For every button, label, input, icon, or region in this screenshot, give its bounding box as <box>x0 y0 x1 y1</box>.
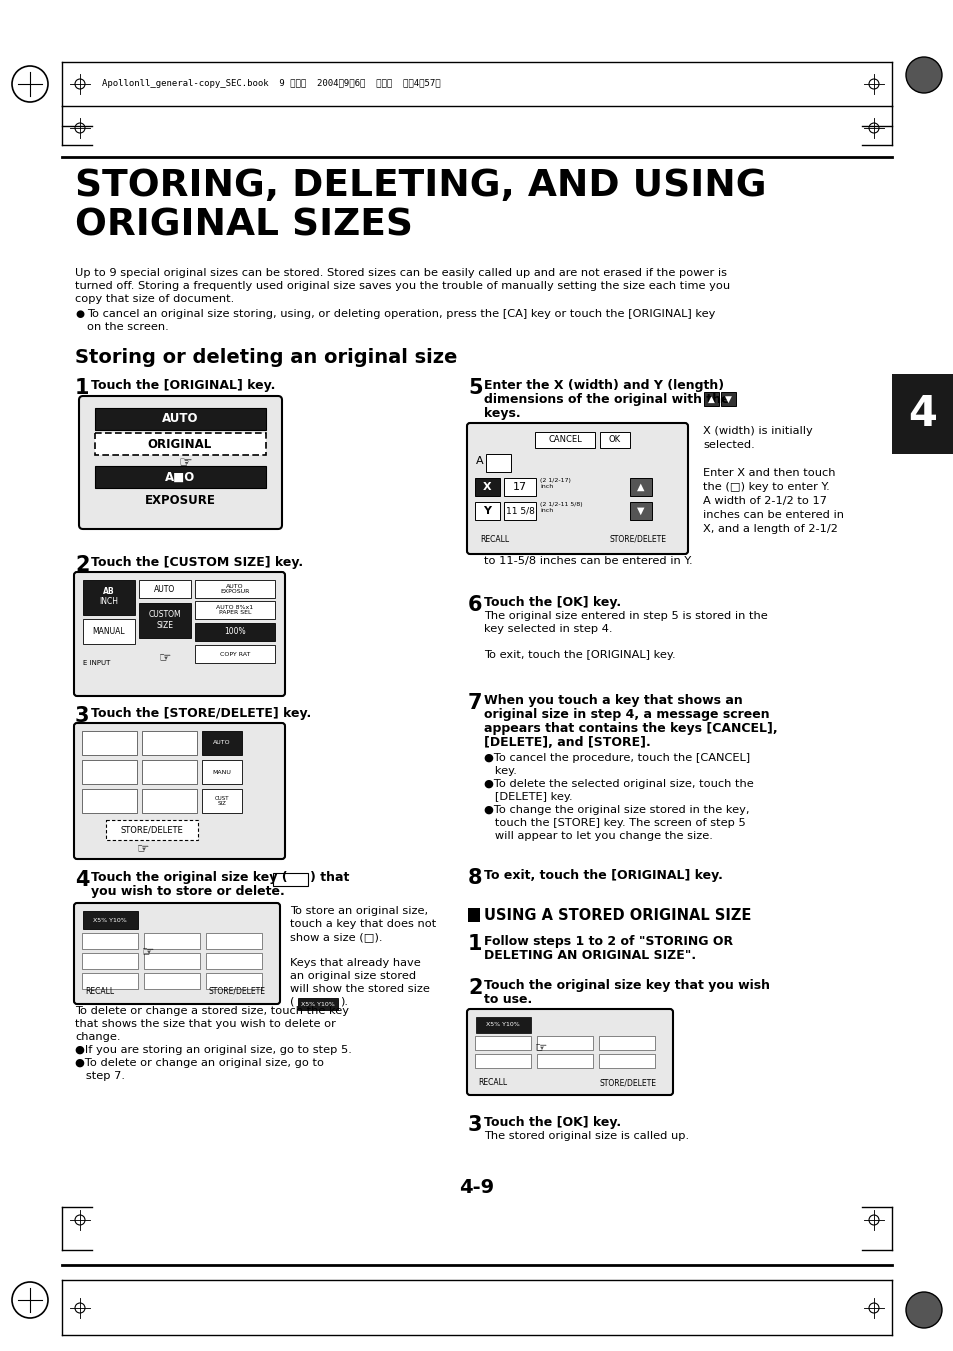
Text: 2: 2 <box>468 978 482 998</box>
Text: AB: AB <box>103 588 114 597</box>
Text: inches can be entered in: inches can be entered in <box>702 509 843 520</box>
Text: ●To cancel the procedure, touch the [CANCEL]: ●To cancel the procedure, touch the [CAN… <box>483 753 749 763</box>
Bar <box>144 952 200 969</box>
Text: keys.: keys. <box>483 407 520 420</box>
Bar <box>206 973 262 989</box>
Text: Touch the [OK] key.: Touch the [OK] key. <box>483 1116 620 1129</box>
Text: 1: 1 <box>75 378 90 399</box>
Text: OK: OK <box>608 435 620 444</box>
Text: The original size entered in step 5 is stored in the: The original size entered in step 5 is s… <box>483 611 767 621</box>
Bar <box>629 478 651 496</box>
Text: to 11-5/8 inches can be entered in Y.: to 11-5/8 inches can be entered in Y. <box>483 557 692 566</box>
Text: ORIGINAL SIZES: ORIGINAL SIZES <box>75 208 413 245</box>
Text: copy that size of document.: copy that size of document. <box>75 295 234 304</box>
Bar <box>139 580 191 598</box>
Bar <box>503 478 536 496</box>
Text: To cancel an original size storing, using, or deleting operation, press the [CA]: To cancel an original size storing, usin… <box>87 309 715 319</box>
Text: Touch the [ORIGINAL] key.: Touch the [ORIGINAL] key. <box>91 380 275 392</box>
Text: AUTO: AUTO <box>154 585 175 593</box>
Text: X5% Y10%: X5% Y10% <box>301 1001 335 1006</box>
FancyBboxPatch shape <box>95 434 266 455</box>
Bar <box>95 466 266 488</box>
Bar <box>475 478 499 496</box>
Text: Follow steps 1 to 2 of "STORING OR: Follow steps 1 to 2 of "STORING OR <box>483 935 732 948</box>
Text: (: ( <box>290 997 294 1006</box>
Text: turned off. Storing a frequently used original size saves you the trouble of man: turned off. Storing a frequently used or… <box>75 281 729 290</box>
Text: The stored original size is called up.: The stored original size is called up. <box>483 1131 688 1142</box>
Bar <box>599 432 629 449</box>
Bar <box>297 998 337 1011</box>
Bar <box>503 503 536 520</box>
Bar <box>144 973 200 989</box>
Text: RECALL: RECALL <box>477 1078 507 1088</box>
Text: AUTO 8%x1
PAPER SEL: AUTO 8%x1 PAPER SEL <box>216 605 253 616</box>
Text: Touch the original size key that you wish: Touch the original size key that you wis… <box>483 979 769 992</box>
Text: ☞: ☞ <box>535 1040 547 1054</box>
Text: 2: 2 <box>75 555 90 576</box>
FancyBboxPatch shape <box>74 723 285 859</box>
Text: To store an original size,: To store an original size, <box>290 907 428 916</box>
Text: USING A STORED ORIGINAL SIZE: USING A STORED ORIGINAL SIZE <box>483 908 751 923</box>
Text: CUSTOM
SIZE: CUSTOM SIZE <box>149 611 181 630</box>
Text: step 7.: step 7. <box>75 1071 125 1081</box>
Text: To exit, touch the [ORIGINAL] key.: To exit, touch the [ORIGINAL] key. <box>483 650 675 661</box>
Bar <box>83 619 135 644</box>
Bar <box>202 789 242 813</box>
Text: will appear to let you change the size.: will appear to let you change the size. <box>483 831 712 842</box>
Text: ●To delete or change an original size, go to: ●To delete or change an original size, g… <box>75 1058 324 1069</box>
Text: MANUAL: MANUAL <box>92 627 125 635</box>
Text: A■O: A■O <box>165 470 195 484</box>
Text: [DELETE], and [STORE].: [DELETE], and [STORE]. <box>483 736 650 748</box>
Text: RECALL: RECALL <box>85 988 114 996</box>
Text: STORE/DELETE: STORE/DELETE <box>120 825 183 835</box>
Bar <box>476 1017 531 1034</box>
Text: 4: 4 <box>75 870 90 890</box>
Text: ☞: ☞ <box>159 650 172 663</box>
Text: 3: 3 <box>468 1115 482 1135</box>
Bar <box>82 973 138 989</box>
Bar <box>83 580 135 615</box>
Text: ▲: ▲ <box>707 394 714 404</box>
Text: AUTO: AUTO <box>213 740 231 746</box>
Bar <box>82 731 137 755</box>
Text: will show the stored size: will show the stored size <box>290 984 430 994</box>
Text: 8: 8 <box>468 867 482 888</box>
Text: touch a key that does not: touch a key that does not <box>290 919 436 929</box>
Text: X, and a length of 2-1/2: X, and a length of 2-1/2 <box>702 524 837 534</box>
Text: 5: 5 <box>468 378 482 399</box>
Bar <box>598 1054 655 1069</box>
Bar <box>83 911 138 929</box>
Text: AUTO: AUTO <box>162 412 198 426</box>
Text: ORIGINAL: ORIGINAL <box>148 438 212 450</box>
Text: A: A <box>476 457 483 466</box>
Bar <box>82 934 138 948</box>
Circle shape <box>905 1292 941 1328</box>
Bar <box>475 1036 531 1050</box>
FancyBboxPatch shape <box>74 571 285 696</box>
Text: show a size (□).: show a size (□). <box>290 932 382 942</box>
Text: ) that: ) that <box>310 871 349 884</box>
Text: dimensions of the original with the: dimensions of the original with the <box>483 393 733 407</box>
Text: ▼: ▼ <box>637 507 644 516</box>
Text: 7: 7 <box>468 693 482 713</box>
Bar <box>82 761 137 784</box>
Text: Touch the [CUSTOM SIZE] key.: Touch the [CUSTOM SIZE] key. <box>91 557 303 569</box>
Text: Touch the [STORE/DELETE] key.: Touch the [STORE/DELETE] key. <box>91 707 311 720</box>
Text: touch the [STORE] key. The screen of step 5: touch the [STORE] key. The screen of ste… <box>483 817 745 828</box>
Bar <box>202 731 242 755</box>
Text: STORE/DELETE: STORE/DELETE <box>609 535 666 544</box>
FancyBboxPatch shape <box>106 820 198 840</box>
Bar <box>475 1054 531 1069</box>
Bar <box>194 580 274 598</box>
Bar <box>535 432 595 449</box>
Text: (2 1/2-17)
inch: (2 1/2-17) inch <box>539 478 570 489</box>
Text: AUTO
EXPOSUR: AUTO EXPOSUR <box>220 584 250 594</box>
FancyBboxPatch shape <box>74 902 280 1004</box>
Bar <box>537 1036 593 1050</box>
Text: RECALL: RECALL <box>479 535 509 544</box>
Text: ▲: ▲ <box>637 482 644 492</box>
Text: COPY RAT: COPY RAT <box>219 651 250 657</box>
Text: A width of 2-1/2 to 17: A width of 2-1/2 to 17 <box>702 496 826 507</box>
Text: STORE/DELETE: STORE/DELETE <box>209 988 266 996</box>
Text: X: X <box>482 482 491 492</box>
